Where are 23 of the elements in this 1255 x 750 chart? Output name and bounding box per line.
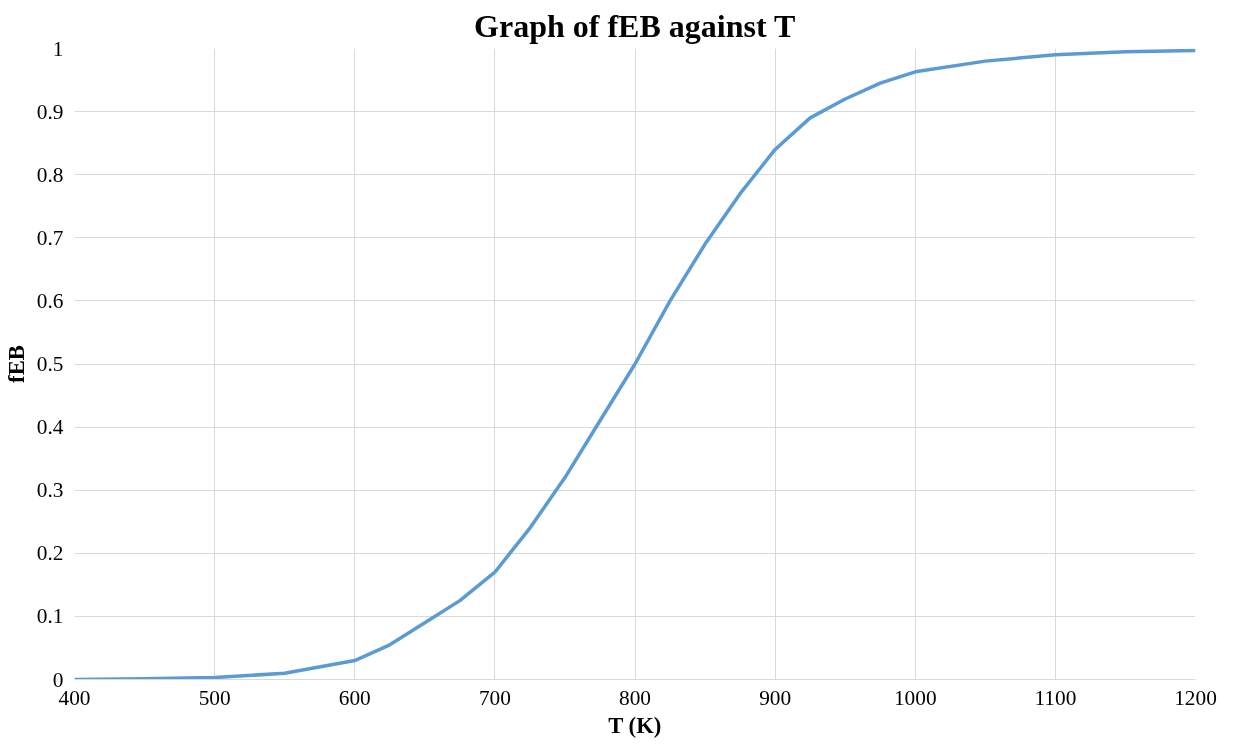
x-tick-label: 1100 (1034, 685, 1077, 710)
x-tick-label: 1200 (1174, 685, 1217, 710)
y-tick-label: 0.1 (36, 604, 64, 629)
x-tick-label: 500 (198, 685, 231, 710)
y-tick-label: 0 (52, 667, 64, 692)
x-tick-label: 900 (759, 685, 792, 710)
y-tick-label: 0.2 (36, 541, 64, 566)
x-tick-label: 800 (619, 685, 651, 710)
chart-title: Graph of fEB against T (474, 7, 796, 44)
y-tick-label: 0.4 (36, 415, 64, 440)
line-series (74, 48, 1196, 680)
y-axis-title: fEB (3, 345, 29, 383)
x-tick-label: 700 (478, 685, 511, 710)
x-tick-label: 600 (338, 685, 371, 710)
y-tick-label: 0.9 (36, 99, 64, 124)
y-tick-label: 0.6 (36, 288, 64, 313)
y-tick-label: 1 (52, 36, 64, 61)
y-tick-label: 0.3 (36, 478, 64, 503)
y-tick-label: 0.7 (36, 225, 64, 250)
y-tick-label: 0.8 (36, 162, 64, 187)
x-tick-label: 1000 (893, 685, 937, 710)
x-axis-title: T (K) (608, 712, 662, 738)
y-tick-label: 0.5 (36, 352, 64, 376)
